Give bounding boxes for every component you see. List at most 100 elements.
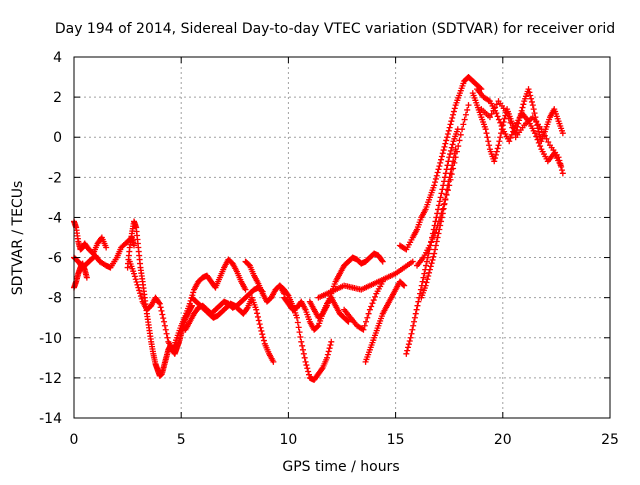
data-point-marker [327,341,334,348]
data-point-marker [460,121,467,128]
x-tick-label: 5 [177,432,186,448]
data-point-marker [432,179,439,186]
data-point-marker [540,129,547,136]
data-point-marker [254,310,261,317]
data-series [315,258,416,301]
data-point-marker [555,154,562,161]
data-point-marker [449,141,456,148]
data-point-marker [260,337,267,344]
data-series [478,98,566,177]
data-point-marker [441,201,448,208]
x-tick-label: 15 [387,432,405,448]
data-point-marker [270,358,277,365]
data-point-marker [314,323,321,330]
data-point-marker [137,293,144,300]
data-point-marker [456,137,463,144]
y-tick-label: 0 [53,130,62,146]
data-point-marker [452,154,459,161]
data-point-marker [446,124,453,131]
data-point-marker [538,126,545,133]
x-tick-labels: 0 5 10 15 20 25 [70,432,619,448]
data-series [126,256,249,353]
data-point-marker [457,131,464,138]
data-point-marker [161,318,168,325]
data-point-marker [293,314,300,321]
data-point-marker [495,142,502,149]
data-point-marker [410,322,417,329]
data-point-marker [360,326,367,333]
data-point-marker [434,234,441,241]
data-point-marker [443,191,450,198]
y-tick-label: -10 [39,331,62,347]
data-point-marker [436,163,443,170]
data-series [182,284,266,333]
data-point-marker [424,276,431,283]
data-point-marker [423,279,430,286]
data-point-marker [432,242,439,249]
data-point-marker [405,344,412,351]
data-point-marker [408,330,415,337]
data-point-marker [365,310,372,317]
data-point-marker [160,315,167,322]
data-point-marker [448,118,455,125]
data-point-marker [260,334,267,341]
data-point-marker [450,165,457,172]
data-point-marker [491,158,498,165]
data-point-marker [444,134,451,141]
data-point-marker [462,111,469,118]
data-point-marker [434,222,441,229]
data-point-marker [531,110,538,117]
data-point-marker [254,313,261,320]
data-point-marker [493,148,500,155]
data-point-marker [492,151,499,158]
data-point-marker [507,135,514,142]
data-point-marker [442,196,449,203]
data-point-marker [138,295,145,302]
data-point-marker [438,210,445,217]
data-point-marker [83,274,90,281]
data-point-marker [558,163,565,170]
data-point-marker [157,304,164,311]
data-point-marker [427,263,434,270]
data-point-marker [190,289,197,296]
data-point-marker [259,288,266,295]
data-point-marker [556,157,563,164]
data-point-marker [453,148,460,155]
data-point-marker [301,354,308,361]
data-point-marker [425,273,432,280]
data-point-marker [417,286,424,293]
data-point-marker [450,111,457,118]
data-point-marker [495,116,502,123]
data-point-marker [464,106,471,113]
data-point-marker [446,182,453,189]
data-point-marker [488,110,495,117]
data-point-marker [509,124,516,131]
y-tick-label: 4 [53,50,62,66]
data-point-marker [131,242,138,249]
data-point-marker [484,134,491,141]
data-point-marker [299,346,306,353]
data-point-marker [436,198,443,205]
data-point-marker [135,284,142,291]
data-point-marker [482,126,489,133]
data-point-marker [494,145,501,152]
data-point-marker [527,92,534,99]
data-point-marker [447,151,454,158]
data-point-marker [449,114,456,121]
data-point-marker [405,341,412,348]
data-point-marker [461,116,468,123]
data-point-marker [434,169,441,176]
data-point-marker [558,167,565,174]
data-series [276,282,335,383]
data-point-marker [485,138,492,145]
data-point-marker [497,119,504,126]
data-point-marker [258,327,265,334]
data-point-marker [559,130,566,137]
data-point-marker [559,170,566,177]
data-point-marker [557,160,564,167]
y-tick-labels: -14 -12 -10 -8 -6 -4 -2 0 2 4 [39,50,62,427]
data-point-marker [451,105,458,112]
data-point-marker [304,365,311,372]
